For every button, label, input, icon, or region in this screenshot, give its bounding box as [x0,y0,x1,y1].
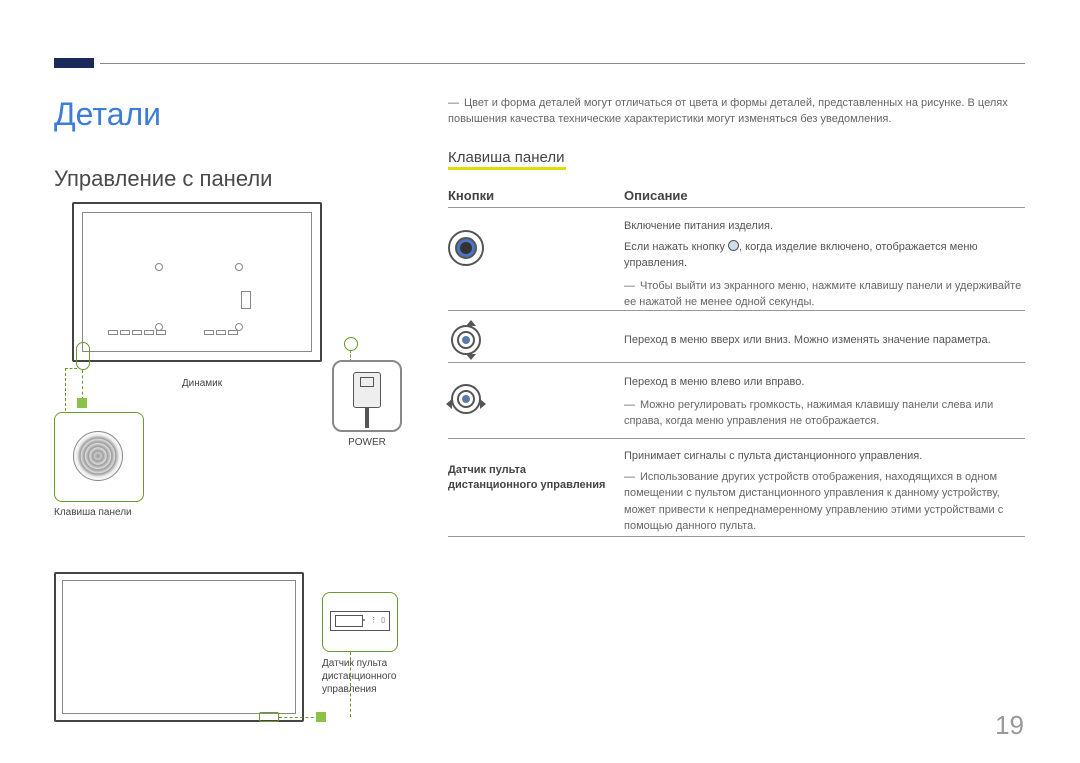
speaker-label: Динамик [162,378,242,389]
power-label: POWER [332,437,402,448]
table-divider [448,310,1025,311]
row-power-desc: Включение питания изделия. Если нажать к… [624,218,1025,311]
section-subtitle: Управление с панели [54,166,272,192]
table-divider [448,438,1025,439]
remote-sensor-label-3: управления [322,683,432,696]
column-header-buttons: Кнопки [448,188,494,203]
row-sensor-label-2: дистанционного управления [448,478,613,493]
page-title: Детали [54,96,161,133]
power-inline-icon [728,240,739,251]
row-power-line2a: Если нажать кнопку [624,241,728,253]
tv-back-diagram [72,202,322,362]
row-sensor-desc: Принимает сигналы с пульта дистанционног… [624,448,1025,535]
remote-sensor-callout: ∘ ⋮ ▯ [322,592,398,652]
row-sensor-label: Датчик пульта дистанционного управления [448,463,613,494]
table-divider [448,536,1025,537]
tv-front-diagram [54,572,304,722]
row-sensor-label-1: Датчик пульта [448,463,613,478]
panel-key-heading: Клавиша панели [448,148,566,170]
leftright-button-icon [451,384,481,414]
table-divider [448,207,1025,208]
row-leftright-desc: Переход в меню влево или вправо. ―Можно … [624,374,1025,430]
row-power-note: Чтобы выйти из экранного меню, нажмите к… [624,280,1021,309]
panel-key-knob-icon [73,431,123,481]
diagram-area: Динамик Клавиша панели POWER ∘ ⋮ ▯ Датчи… [54,202,424,722]
top-footnote-text: Цвет и форма деталей могут отличаться от… [448,97,1008,125]
top-footnote: ―Цвет и форма деталей могут отличаться о… [448,96,1025,128]
table-divider [448,362,1025,363]
row-power-line1: Включение питания изделия. [624,218,1025,235]
row-updown-desc: Переход в меню вверх или вниз. Можно изм… [624,332,1025,349]
power-connector-diagram [332,360,402,432]
row-leftright-note: Можно регулировать громкость, нажимая кл… [624,399,993,428]
remote-sensor-label: Датчик пульта дистанционного управления [322,657,432,696]
header-accent-bar [54,58,94,68]
updown-button-icon [451,325,481,355]
panel-key-callout [54,412,144,502]
remote-sensor-label-1: Датчик пульта [322,657,432,670]
page-number: 19 [995,710,1024,741]
panel-key-label: Клавиша панели [54,507,174,518]
row-sensor-note: Использование других устройств отображен… [624,471,1003,533]
remote-sensor-label-2: дистанционного [322,670,432,683]
header-divider [100,63,1025,64]
power-button-icon [448,230,484,266]
column-header-description: Описание [624,188,688,203]
row-sensor-text: Принимает сигналы с пульта дистанционног… [624,448,1025,465]
row-leftright-text: Переход в меню влево или вправо. [624,374,1025,391]
